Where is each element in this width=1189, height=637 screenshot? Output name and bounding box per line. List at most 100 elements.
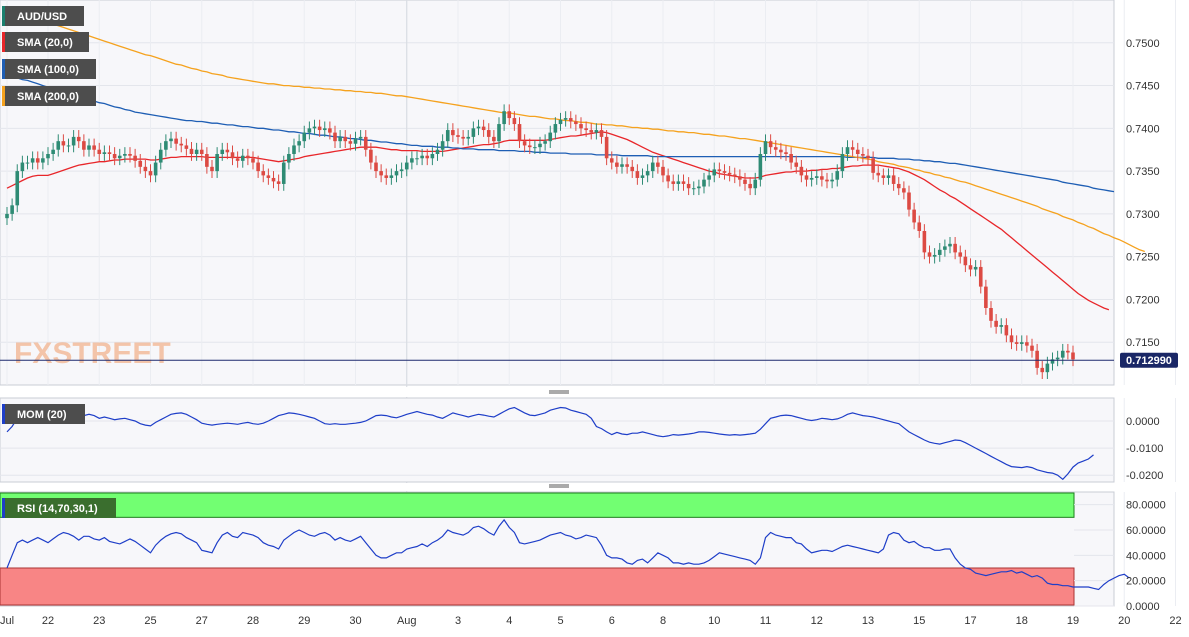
candle-body bbox=[92, 145, 96, 150]
legend-mom[interactable]: MOM (20) bbox=[2, 404, 85, 424]
sma-series-line bbox=[6, 131, 1110, 311]
x-tick-label: 20 bbox=[1118, 615, 1130, 627]
candle-body bbox=[384, 175, 389, 178]
candle-body bbox=[984, 286, 988, 308]
candle-body bbox=[625, 164, 629, 167]
rsi-tick-label: 80.0000 bbox=[1126, 500, 1166, 512]
candle-body bbox=[1040, 367, 1045, 373]
x-tick-label: 29 bbox=[298, 615, 310, 627]
candle-body bbox=[1030, 345, 1034, 351]
candle-body bbox=[123, 154, 127, 156]
candle-body bbox=[722, 171, 727, 173]
candle-body bbox=[978, 266, 983, 287]
candle-body bbox=[594, 130, 599, 133]
candle-body bbox=[650, 162, 655, 172]
candle-body bbox=[820, 176, 824, 180]
legend-sma100-label: SMA (100,0) bbox=[17, 64, 79, 76]
last-price-badge-box bbox=[1120, 352, 1178, 368]
candle-body bbox=[645, 171, 650, 176]
candle-body bbox=[686, 183, 691, 189]
rsi-tick-label: 0.0000 bbox=[1126, 601, 1160, 613]
candle-body bbox=[184, 145, 189, 149]
candle-body bbox=[476, 126, 481, 129]
candle-body bbox=[369, 149, 373, 163]
candle-body bbox=[348, 141, 353, 144]
mom-tick-label: -0.0200 bbox=[1126, 470, 1163, 482]
candle-body bbox=[1004, 325, 1009, 336]
rsi-axis: 80.0000 60.0000 40.0000 20.0000 0.0000 bbox=[1126, 500, 1166, 613]
candle-body bbox=[609, 158, 614, 163]
panel-resize-handle-1[interactable] bbox=[0, 387, 1114, 397]
candle-body bbox=[533, 147, 537, 149]
candle-body bbox=[943, 246, 947, 250]
x-tick-label: 28 bbox=[247, 615, 259, 627]
candle-body bbox=[527, 145, 532, 148]
candle-body bbox=[220, 149, 225, 154]
candle-body bbox=[1055, 357, 1060, 360]
candle-body bbox=[153, 162, 158, 176]
legend-sma100-box bbox=[2, 59, 96, 79]
candle-body bbox=[230, 152, 235, 159]
legend-sma200[interactable]: SMA (200,0) bbox=[2, 86, 96, 106]
legend-sma200-box bbox=[2, 86, 96, 106]
legend-mom-label: MOM (20) bbox=[17, 409, 67, 421]
candle-body bbox=[169, 138, 173, 142]
candle-body bbox=[891, 175, 896, 184]
candle-body bbox=[538, 143, 542, 148]
candle-body bbox=[707, 175, 711, 180]
price-tick-label: 0.7350 bbox=[1126, 166, 1160, 178]
candle-body bbox=[287, 154, 291, 163]
candle-body bbox=[307, 128, 312, 133]
last-price-label: 0.712990 bbox=[1126, 355, 1172, 367]
candle-body bbox=[773, 147, 778, 150]
candle-body bbox=[481, 126, 486, 131]
candle-body bbox=[876, 172, 881, 176]
candle-body bbox=[358, 136, 363, 139]
candle-body bbox=[15, 171, 20, 206]
candle-body bbox=[932, 254, 937, 257]
candle-body bbox=[871, 158, 875, 173]
candle-body bbox=[435, 149, 440, 154]
candle-body bbox=[927, 252, 932, 257]
price-tick-label: 0.7200 bbox=[1126, 294, 1160, 306]
candle-body bbox=[363, 136, 368, 150]
legend-sma100[interactable]: SMA (100,0) bbox=[2, 59, 96, 79]
candle-body bbox=[727, 172, 732, 175]
legend-sma20-label: SMA (20,0) bbox=[17, 37, 73, 49]
legend-rsi-box bbox=[2, 498, 116, 518]
x-tick-label: 22 bbox=[42, 615, 54, 627]
legend-sma20-swatch bbox=[2, 32, 5, 52]
candle-body bbox=[768, 141, 773, 148]
candle-body bbox=[825, 179, 829, 182]
candle-body bbox=[256, 162, 260, 172]
candle-body bbox=[425, 155, 430, 159]
candle-body bbox=[297, 141, 301, 146]
candle-body bbox=[840, 154, 845, 172]
candle-body bbox=[948, 243, 952, 247]
candle-body bbox=[164, 141, 168, 150]
rsi-tick-label: 40.0000 bbox=[1126, 550, 1166, 562]
legend-sma100-swatch bbox=[2, 59, 5, 79]
candle-body bbox=[799, 166, 804, 176]
candle-body bbox=[179, 143, 184, 146]
legend-sma20-box bbox=[2, 32, 89, 52]
candle-body bbox=[574, 121, 578, 125]
x-tick-label: 11 bbox=[760, 615, 771, 627]
legend-pair-label: AUD/USD bbox=[17, 11, 67, 23]
panel-resize-handle-2[interactable] bbox=[0, 483, 1114, 491]
legend-sma20[interactable]: SMA (20,0) bbox=[2, 32, 89, 52]
candle-body bbox=[922, 231, 927, 253]
x-tick-label: 22 bbox=[1169, 615, 1181, 627]
candle-body bbox=[1025, 342, 1029, 346]
legend-rsi[interactable]: RSI (14,70,30,1) bbox=[2, 498, 116, 518]
candle-body bbox=[579, 124, 583, 129]
candle-body bbox=[25, 162, 30, 164]
candle-body bbox=[835, 171, 840, 180]
x-tick-label: 30 bbox=[349, 615, 361, 627]
legend-pair[interactable]: AUD/USD bbox=[2, 6, 84, 26]
candle-body bbox=[1014, 342, 1019, 344]
candle-body bbox=[738, 176, 742, 180]
candle-body bbox=[1060, 350, 1065, 358]
candle-body bbox=[205, 154, 209, 167]
